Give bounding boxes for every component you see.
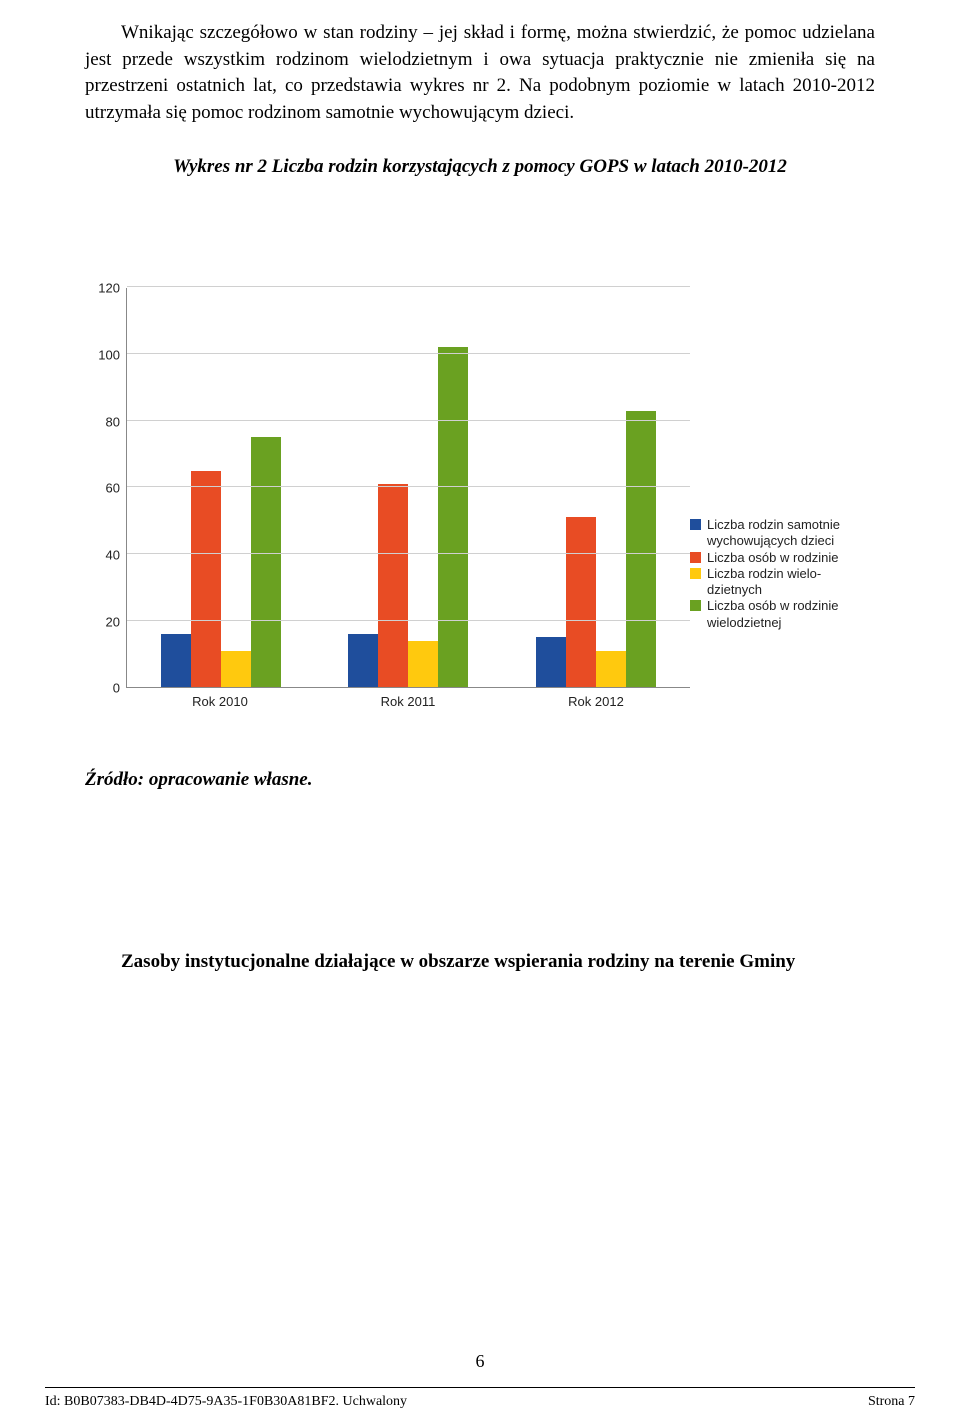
- legend-item: Liczba rodzin wielo-dzietnych: [690, 566, 870, 599]
- legend-swatch: [690, 568, 701, 579]
- y-tick-label: 20: [106, 614, 120, 629]
- y-tick-label: 80: [106, 414, 120, 429]
- page-number-center: 6: [0, 1351, 960, 1372]
- bar: [626, 411, 656, 688]
- x-tick-label: Rok 2011: [348, 694, 468, 709]
- legend-label: Liczba osób w rodzinie: [707, 550, 839, 566]
- gridline: [127, 486, 690, 487]
- chart-title: Wykres nr 2 Liczba rodzin korzystających…: [85, 156, 875, 178]
- legend-item: Liczba osób w rodzinie wielodzietnej: [690, 598, 870, 631]
- bar: [221, 651, 251, 688]
- legend-swatch: [690, 519, 701, 530]
- bar: [161, 634, 191, 687]
- x-axis: Rok 2010 Rok 2011 Rok 2012: [126, 688, 690, 709]
- bar: [536, 637, 566, 687]
- y-tick-label: 120: [98, 281, 120, 296]
- x-tick-label: Rok 2012: [536, 694, 656, 709]
- gridline: [127, 620, 690, 621]
- y-axis: 120100806040200: [90, 288, 126, 688]
- chart-legend: Liczba rodzin samotnie wychowujących dzi…: [690, 288, 870, 709]
- bar: [348, 634, 378, 687]
- bar: [191, 471, 221, 688]
- legend-swatch: [690, 600, 701, 611]
- legend-item: Liczba rodzin samotnie wychowujących dzi…: [690, 517, 870, 550]
- bar: [438, 347, 468, 687]
- chart-plot-row: 120100806040200: [90, 288, 690, 688]
- bar-group: [348, 347, 468, 687]
- bar: [566, 517, 596, 687]
- plot-area: [126, 288, 690, 688]
- footer-id: Id: B0B07383-DB4D-4D75-9A35-1F0B30A81BF2…: [45, 1394, 407, 1410]
- chart-plot-col: 120100806040200 Rok 2010Rok 2011Rok 2012: [90, 288, 690, 709]
- legend-swatch: [690, 552, 701, 563]
- bar: [378, 484, 408, 687]
- gridline: [127, 420, 690, 421]
- bar: [408, 641, 438, 688]
- bars-layer: [127, 288, 690, 687]
- footer-page: Strona 7: [868, 1394, 915, 1410]
- legend-item: Liczba osób w rodzinie: [690, 550, 870, 566]
- y-tick-label: 100: [98, 348, 120, 363]
- bar: [596, 651, 626, 688]
- bar-group: [536, 411, 656, 688]
- bar: [251, 437, 281, 687]
- source-label: Źródło: opracowanie własne.: [85, 769, 875, 791]
- x-tick-label: Rok 2010: [160, 694, 280, 709]
- y-tick-label: 40: [106, 548, 120, 563]
- y-tick-label: 60: [106, 481, 120, 496]
- intro-paragraph: Wnikając szczegółowo w stan rodziny – je…: [85, 20, 875, 126]
- chart-container: 120100806040200 Rok 2010Rok 2011Rok 2012…: [90, 288, 870, 709]
- bar-group: [161, 437, 281, 687]
- legend-label: Liczba rodzin wielo-dzietnych: [707, 566, 870, 599]
- gridline: [127, 286, 690, 287]
- gridline: [127, 353, 690, 354]
- legend-label: Liczba rodzin samotnie wychowujących dzi…: [707, 517, 870, 550]
- footer: Id: B0B07383-DB4D-4D75-9A35-1F0B30A81BF2…: [45, 1387, 915, 1410]
- gridline: [127, 553, 690, 554]
- y-tick-label: 0: [113, 681, 120, 696]
- section-heading-resources: Zasoby instytucjonalne działające w obsz…: [85, 951, 875, 973]
- legend-label: Liczba osób w rodzinie wielodzietnej: [707, 598, 870, 631]
